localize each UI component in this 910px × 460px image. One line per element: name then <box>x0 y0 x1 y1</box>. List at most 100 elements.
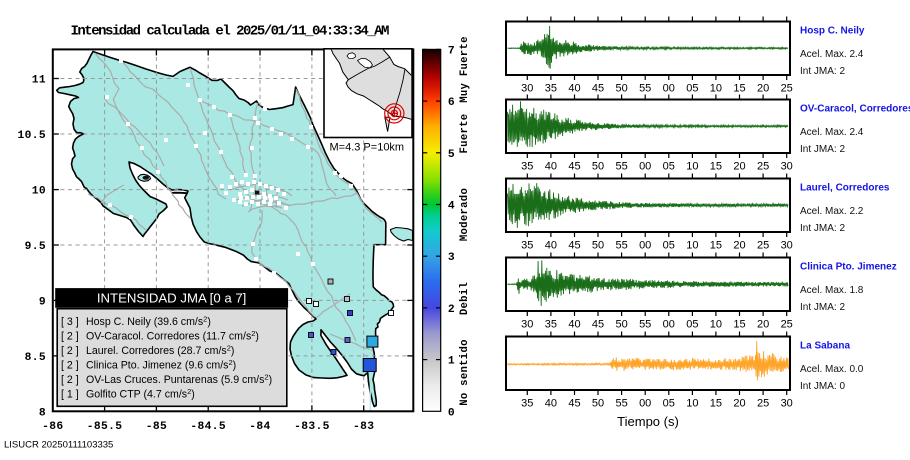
svg-text:10: 10 <box>710 319 722 331</box>
svg-text:Fuerte: Fuerte <box>459 114 471 154</box>
svg-text:05: 05 <box>663 161 675 173</box>
svg-text:50: 50 <box>615 319 627 331</box>
svg-text:11: 11 <box>32 75 46 87</box>
svg-text:30: 30 <box>521 83 533 95</box>
svg-text:Laurel, Corredores: Laurel, Corredores <box>800 183 890 194</box>
svg-text:No sentido: No sentido <box>459 339 471 406</box>
svg-text:Int JMA: 2: Int JMA: 2 <box>800 223 845 234</box>
svg-text:55: 55 <box>639 319 651 331</box>
svg-text:[ 3 ]: [ 3 ] <box>61 316 79 328</box>
svg-text:5: 5 <box>448 149 455 161</box>
svg-text:50: 50 <box>592 240 604 252</box>
svg-text:40: 40 <box>568 319 580 331</box>
svg-text:Muy Fuerte: Muy Fuerte <box>459 36 471 103</box>
svg-text:8: 8 <box>39 407 46 419</box>
svg-text:[ 2 ]: [ 2 ] <box>61 345 79 357</box>
svg-text:00: 00 <box>639 161 651 173</box>
svg-text:Acel. Max. 0.0: Acel. Max. 0.0 <box>800 364 864 375</box>
svg-text:10: 10 <box>686 398 698 410</box>
svg-text:3: 3 <box>448 252 455 264</box>
svg-text:Tiempo (s): Tiempo (s) <box>617 414 679 429</box>
svg-text:25: 25 <box>781 319 793 331</box>
svg-text:30: 30 <box>781 240 793 252</box>
svg-text:55: 55 <box>615 240 627 252</box>
svg-text:30: 30 <box>781 161 793 173</box>
svg-text:Acel. Max. 2.4: Acel. Max. 2.4 <box>800 127 864 138</box>
svg-text:[ 1 ]: [ 1 ] <box>61 389 79 401</box>
svg-text:35: 35 <box>521 161 533 173</box>
svg-text:25: 25 <box>757 161 769 173</box>
svg-text:45: 45 <box>592 83 604 95</box>
svg-text:55: 55 <box>639 83 651 95</box>
svg-text:45: 45 <box>568 398 580 410</box>
svg-text:Moderado: Moderado <box>459 188 471 241</box>
svg-text:05: 05 <box>686 319 698 331</box>
svg-text:25: 25 <box>781 83 793 95</box>
svg-text:55: 55 <box>615 161 627 173</box>
svg-text:15: 15 <box>733 319 745 331</box>
svg-text:Clinica Pto. Jimenez: Clinica Pto. Jimenez <box>800 262 897 273</box>
svg-text:-85: -85 <box>146 421 167 433</box>
svg-text:15: 15 <box>733 83 745 95</box>
svg-text:9: 9 <box>39 296 46 308</box>
svg-text:[ 2 ]: [ 2 ] <box>61 360 79 372</box>
svg-text:50: 50 <box>592 161 604 173</box>
svg-text:Int JMA: 2: Int JMA: 2 <box>800 144 845 155</box>
svg-text:Int JMA: 0: Int JMA: 0 <box>800 381 845 392</box>
svg-text:-83.5: -83.5 <box>294 421 330 433</box>
svg-text:4: 4 <box>448 201 455 213</box>
svg-text:0: 0 <box>448 407 455 419</box>
svg-text:00: 00 <box>639 240 651 252</box>
svg-text:2: 2 <box>448 304 455 316</box>
svg-text:Intensidad calculada el 2025/0: Intensidad calculada el 2025/01/11_04:33… <box>71 24 390 40</box>
svg-text:-83: -83 <box>353 421 374 433</box>
svg-text:-86: -86 <box>42 421 63 433</box>
svg-text:10: 10 <box>32 186 46 198</box>
svg-text:05: 05 <box>663 240 675 252</box>
svg-text:LISUCR 20250111103335: LISUCR 20250111103335 <box>4 440 113 451</box>
svg-text:30: 30 <box>781 398 793 410</box>
svg-text:Clinica Pto. Jimenez (9.6 cm/s: Clinica Pto. Jimenez (9.6 cm/s2) <box>86 358 236 372</box>
svg-text:05: 05 <box>663 398 675 410</box>
svg-text:OV-Las Cruces. Puntarenas (5.9: OV-Las Cruces. Puntarenas (5.9 cm/s2) <box>86 373 272 387</box>
svg-text:45: 45 <box>568 161 580 173</box>
svg-text:Golfito CTP (4.7 cm/s2): Golfito CTP (4.7 cm/s2) <box>86 387 195 401</box>
svg-text:8.5: 8.5 <box>25 352 46 364</box>
svg-text:20: 20 <box>733 161 745 173</box>
svg-text:20: 20 <box>733 240 745 252</box>
svg-text:25: 25 <box>757 398 769 410</box>
svg-text:OV-Caracol, Corredores: OV-Caracol, Corredores <box>800 104 910 115</box>
svg-text:05: 05 <box>686 83 698 95</box>
svg-text:20: 20 <box>757 83 769 95</box>
svg-text:35: 35 <box>521 398 533 410</box>
svg-text:Laurel. Corredores (28.7 cm/s2: Laurel. Corredores (28.7 cm/s2) <box>86 344 234 358</box>
svg-text:Acel. Max. 2.4: Acel. Max. 2.4 <box>800 49 864 60</box>
svg-text:OV-Caracol. Corredores (11.7 c: OV-Caracol. Corredores (11.7 cm/s2) <box>86 329 259 343</box>
svg-text:00: 00 <box>663 319 675 331</box>
svg-text:La Sabana: La Sabana <box>800 341 850 352</box>
svg-text:Debil: Debil <box>459 282 471 315</box>
svg-text:20: 20 <box>757 319 769 331</box>
svg-text:10.5: 10.5 <box>17 130 46 142</box>
svg-text:7: 7 <box>448 45 455 57</box>
svg-text:25: 25 <box>757 240 769 252</box>
svg-text:9.5: 9.5 <box>25 241 46 253</box>
svg-text:10: 10 <box>686 240 698 252</box>
svg-text:45: 45 <box>592 319 604 331</box>
svg-text:[ 2 ]: [ 2 ] <box>61 331 79 343</box>
svg-text:35: 35 <box>521 240 533 252</box>
svg-text:INTENSIDAD JMA [0 a 7]: INTENSIDAD JMA [0 a 7] <box>97 290 247 305</box>
svg-text:Int JMA: 2: Int JMA: 2 <box>800 66 845 77</box>
svg-text:40: 40 <box>545 240 557 252</box>
svg-text:50: 50 <box>615 83 627 95</box>
svg-text:50: 50 <box>592 398 604 410</box>
svg-text:-85.5: -85.5 <box>87 421 123 433</box>
svg-text:6: 6 <box>448 97 455 109</box>
svg-text:-84: -84 <box>249 421 270 433</box>
svg-text:55: 55 <box>615 398 627 410</box>
svg-text:Hosp C. Neily (39.6 cm/s2): Hosp C. Neily (39.6 cm/s2) <box>86 315 211 329</box>
svg-text:Hosp C. Neily: Hosp C. Neily <box>800 26 865 37</box>
svg-text:30: 30 <box>521 319 533 331</box>
svg-text:20: 20 <box>733 398 745 410</box>
svg-text:15: 15 <box>710 398 722 410</box>
